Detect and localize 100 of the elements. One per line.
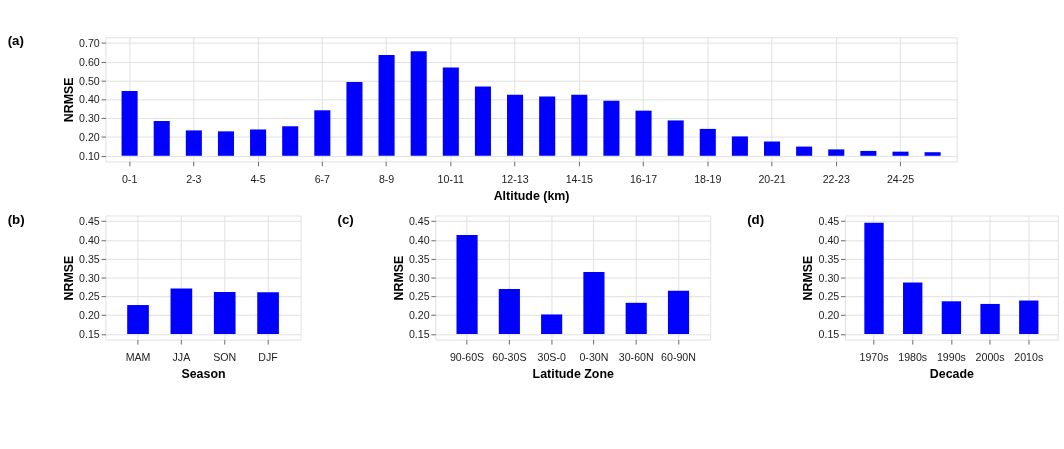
y-axis-title: NRMSE: [391, 255, 406, 301]
bar: [924, 152, 941, 156]
bar: [571, 94, 588, 156]
x-tick-label: 2010s: [1014, 351, 1044, 364]
bar: [507, 94, 524, 156]
y-axis-title: NRMSE: [801, 255, 816, 301]
chart-title: (c): [337, 211, 354, 227]
bar: [346, 81, 363, 156]
bar: [980, 303, 1000, 335]
bar: [250, 129, 267, 156]
bar: [699, 128, 716, 156]
bar: [603, 100, 620, 156]
x-tick-label: 2-3: [186, 173, 202, 186]
x-tick-label: 90-60S: [449, 351, 485, 364]
bar: [213, 291, 236, 335]
y-tick-label: 0.40: [408, 233, 430, 246]
bar: [583, 271, 605, 335]
x-tick-label: 18-19: [694, 173, 722, 186]
bar: [667, 120, 684, 156]
x-tick-label: 10-11: [437, 173, 465, 186]
bar: [941, 301, 962, 335]
x-tick-label: 30S-0: [537, 351, 566, 364]
bar: [127, 305, 149, 335]
y-tick-label: 0.15: [79, 328, 100, 341]
bar: [892, 151, 909, 156]
y-tick-label: 0.15: [408, 328, 430, 341]
chart-title: (d): [747, 211, 765, 227]
x-tick-label: 60-30S: [492, 351, 527, 364]
x-tick-label: 2000s: [975, 351, 1005, 364]
bar: [282, 126, 299, 156]
bar: [731, 136, 748, 156]
y-tick-label: 0.25: [79, 290, 100, 303]
chart-title: (a): [7, 33, 24, 49]
y-tick-label: 0.20: [408, 309, 430, 322]
bar: [667, 290, 690, 335]
x-tick-label: 24-25: [886, 173, 915, 186]
bar: [864, 222, 884, 335]
y-tick-label: 0.35: [408, 252, 430, 265]
bar: [763, 141, 781, 156]
x-axis-title: Season: [181, 367, 226, 382]
y-tick-label: 0.10: [79, 149, 100, 162]
x-tick-label: SON: [213, 351, 237, 364]
bar: [153, 121, 170, 156]
y-tick-label: 0.35: [818, 252, 840, 265]
y-tick-label: 0.30: [79, 112, 100, 125]
x-axis-title: Decade: [929, 367, 974, 382]
bar: [257, 292, 279, 335]
x-tick-label: 20-21: [758, 173, 786, 186]
y-tick-label: 0.60: [79, 55, 100, 68]
bar: [217, 131, 234, 156]
y-tick-label: 0.40: [79, 233, 100, 246]
x-tick-label: 6-7: [314, 173, 331, 186]
x-axis-title: Latitude Zone: [532, 367, 614, 382]
y-tick-label: 0.30: [408, 271, 430, 284]
y-tick-label: 0.35: [79, 252, 100, 265]
y-tick-label: 0.25: [818, 290, 840, 303]
y-tick-label: 0.15: [818, 328, 840, 341]
x-tick-label: 16-17: [629, 173, 658, 186]
x-tick-label: 4-5: [250, 173, 266, 186]
y-tick-label: 0.20: [79, 130, 100, 143]
bar: [828, 149, 845, 156]
bar: [121, 90, 138, 156]
y-tick-label: 0.30: [79, 271, 100, 284]
bar: [170, 288, 193, 335]
y-tick-label: 0.40: [79, 93, 100, 106]
bar: [378, 54, 395, 156]
x-tick-label: 1980s: [898, 351, 928, 364]
y-tick-label: 0.70: [79, 36, 100, 49]
y-tick-label: 0.30: [818, 271, 840, 284]
y-tick-label: 0.45: [818, 215, 840, 228]
y-tick-label: 0.40: [818, 233, 840, 246]
y-tick-label: 0.45: [79, 215, 100, 228]
bar: [456, 235, 478, 335]
bar: [860, 150, 877, 156]
x-tick-label: JJA: [172, 351, 192, 364]
y-tick-label: 0.45: [408, 215, 430, 228]
bar: [539, 96, 556, 156]
y-tick-label: 0.20: [818, 309, 840, 322]
bar: [635, 110, 652, 156]
y-tick-label: 0.25: [408, 290, 430, 303]
bar: [474, 86, 491, 156]
x-tick-label: 30-60N: [618, 351, 654, 364]
bar: [442, 67, 459, 156]
x-tick-label: 8-9: [378, 173, 395, 186]
x-tick-label: MAM: [125, 351, 151, 364]
bar: [541, 314, 563, 335]
bar: [185, 130, 202, 156]
x-tick-label: 22-23: [822, 173, 850, 186]
y-axis-title: NRMSE: [61, 255, 76, 301]
bar: [498, 288, 520, 335]
x-tick-label: 12-13: [501, 173, 529, 186]
x-tick-label: 1970s: [859, 351, 889, 364]
y-tick-label: 0.50: [79, 74, 100, 87]
x-tick-label: 60-90N: [661, 351, 696, 364]
bar: [410, 51, 427, 156]
x-tick-label: 1990s: [936, 351, 966, 364]
x-tick-label: 0-30N: [579, 351, 609, 364]
x-tick-label: 14-15: [565, 173, 593, 186]
x-axis-title: Altitude (km): [493, 189, 570, 204]
y-axis-title: NRMSE: [61, 77, 76, 123]
